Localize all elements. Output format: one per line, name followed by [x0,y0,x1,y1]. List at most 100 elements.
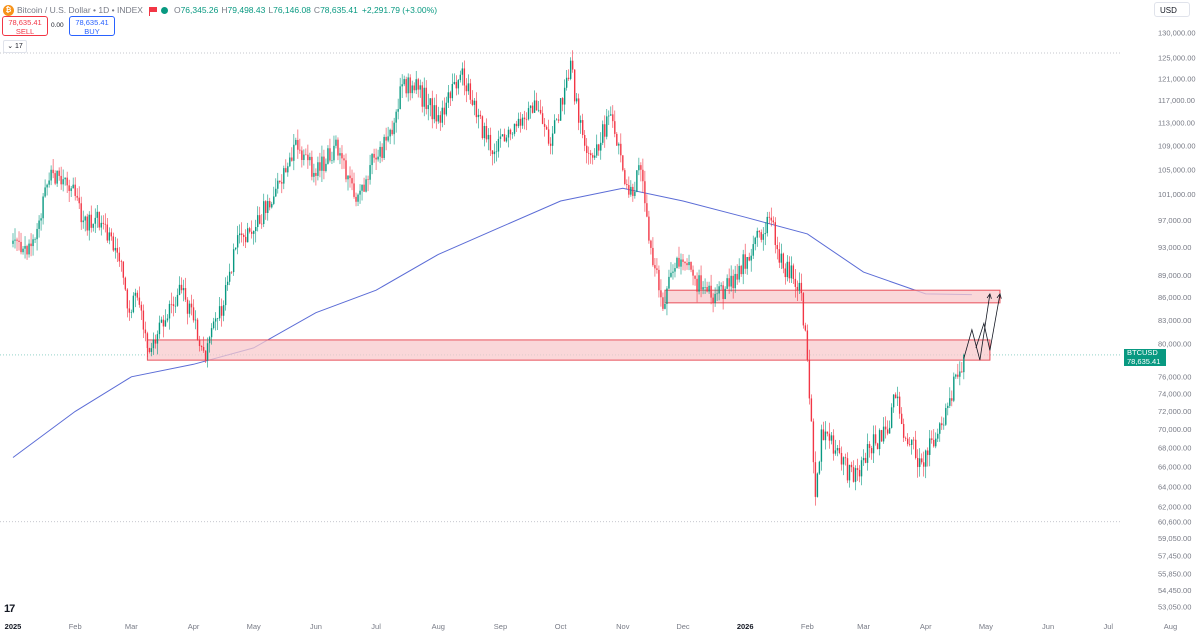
candle-body [473,100,476,105]
candle [479,110,482,120]
candle-body [525,119,528,120]
candle-body [686,263,688,266]
candle [588,146,590,165]
candle [283,165,285,190]
candle [718,281,720,301]
candle [672,264,674,280]
candle [60,166,62,190]
candle [856,458,859,481]
candle [884,416,887,439]
candle-body [680,259,682,267]
candle [752,235,754,259]
candle [369,154,371,185]
candle [600,132,602,160]
candle-body [166,318,169,321]
candle [616,132,618,147]
x-tick-label: Mar [857,622,870,631]
candle [704,278,706,294]
candle [164,309,167,327]
candle [287,162,289,177]
candle [910,439,913,455]
candle-body [152,339,155,349]
candle [36,223,38,251]
candle [712,293,714,313]
candle-body [34,239,36,240]
candle [840,446,843,471]
candle-body [644,181,646,204]
candle [535,92,538,111]
candle [62,169,64,192]
candle [351,169,353,191]
candle-body [249,228,251,232]
candle-body [850,464,853,468]
tradingview-logo-icon[interactable]: 17 [4,603,15,615]
candle [265,200,267,220]
y-tick-label: 70,000.00 [1158,425,1191,434]
candle-body [939,423,941,434]
symbol-title[interactable]: Bitcoin / U.S. Dollar • 1D • INDEX [17,5,143,15]
x-axis: 2025 Feb Mar Apr May Jun Jul Aug Sep Oct Nov Dec 202… [5,622,1177,631]
candle [953,372,955,403]
candle-body [255,227,257,232]
sell-button[interactable]: 78,635.41 SELL [2,16,48,36]
candle [465,78,468,103]
candle-body [678,257,680,267]
candle [836,444,839,457]
candle-body [64,177,66,180]
candle [158,315,161,339]
candle-body [98,211,100,228]
candle-body [614,121,616,134]
candle-body [726,278,728,289]
candle [915,430,917,460]
candle [700,265,702,298]
candle [331,151,333,165]
candle-body [906,438,909,445]
bitcoin-icon: ₿ [3,4,14,16]
y-tick-label: 53,050.00 [1158,603,1191,612]
candle [399,77,401,110]
candle [844,453,847,466]
candle-body [479,114,482,117]
candle-body [838,448,841,453]
indicators-toggle-button[interactable]: ⌄ 17 [3,40,27,53]
candle-body [553,120,556,134]
candle [878,428,881,456]
candle [610,106,612,116]
candle-body [82,220,84,223]
candle [76,188,78,201]
candle [537,101,540,113]
candle-body [666,288,668,304]
candle-body [299,149,301,151]
candle [74,177,76,201]
candle-body [429,98,431,106]
candle-body [421,85,423,107]
candle [626,179,628,189]
candle [58,167,60,181]
candle-body [676,257,678,269]
candle [220,298,223,327]
candle [46,183,48,196]
candle-body [573,69,576,102]
candle [487,128,490,151]
candle [26,244,28,260]
candle [768,211,770,224]
candle-body [18,240,20,242]
x-tick-label: Nov [616,622,630,631]
candle [766,211,768,237]
candle-body [333,145,335,161]
candle [214,312,217,331]
candle-body [618,143,620,146]
candle-body [931,438,933,440]
candle [732,269,734,299]
candle-body [816,473,819,497]
buy-button[interactable]: 78,635.41 BUY [69,16,115,36]
candle [32,234,34,256]
y-tick-label: 74,000.00 [1158,389,1191,398]
candle [646,194,648,218]
flag-icon[interactable] [148,6,158,16]
candle [343,154,345,169]
candle [28,239,30,258]
candle-body [535,100,538,111]
currency-select[interactable]: USD [1154,2,1190,17]
